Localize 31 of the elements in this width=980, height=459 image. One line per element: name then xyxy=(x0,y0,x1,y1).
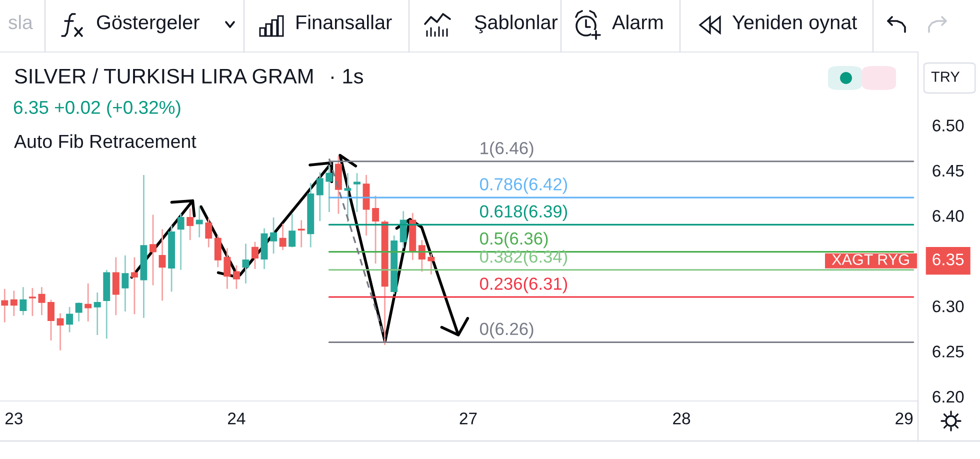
text: Finansallar xyxy=(296,14,392,30)
x-tick-label: 27 xyxy=(460,412,477,424)
text: Yeniden oynat xyxy=(732,14,858,34)
annotation: · 1s xyxy=(331,69,363,84)
series-label: 0.618(6.39) xyxy=(480,204,568,221)
y-tick-label: 6.20 xyxy=(932,390,964,403)
x-tick-label: 23 xyxy=(5,412,22,424)
series-label: 0.236(6.31) xyxy=(480,277,568,294)
text: Göstergeler xyxy=(97,14,200,34)
x-tick-label: 28 xyxy=(673,412,690,424)
x-tick-label: 24 xyxy=(228,412,246,424)
y-tick-label: 6.30 xyxy=(932,300,964,312)
text: 6.35 xyxy=(932,254,964,266)
series-label: 0.382(6.34) xyxy=(480,250,568,266)
text: SILVER / TURKISH LIRA GRAM xyxy=(14,68,313,84)
text: TRY xyxy=(931,72,960,82)
series-label: 0.786(6.42) xyxy=(480,178,568,194)
y-tick-label: 6.25 xyxy=(932,346,964,358)
y-tick-label: 6.45 xyxy=(932,164,964,177)
text: 6.35 +0.02 (+0.32%) xyxy=(14,100,180,118)
text: Alarm xyxy=(612,14,663,30)
y-tick-label: 6.50 xyxy=(932,120,964,132)
text: Şablonlar xyxy=(474,14,558,34)
text: sla xyxy=(8,14,33,30)
series-label: 1(6.46) xyxy=(480,142,534,158)
series-label: 0.5(6.36) xyxy=(480,232,548,248)
x-tick-label: 29 xyxy=(896,412,913,424)
series-label: 0(6.26) xyxy=(480,322,534,339)
y-tick-label: 6.40 xyxy=(932,210,964,222)
annotation: Auto Fib Retracement xyxy=(14,134,196,148)
annotation: XAGT RYG xyxy=(832,254,909,265)
